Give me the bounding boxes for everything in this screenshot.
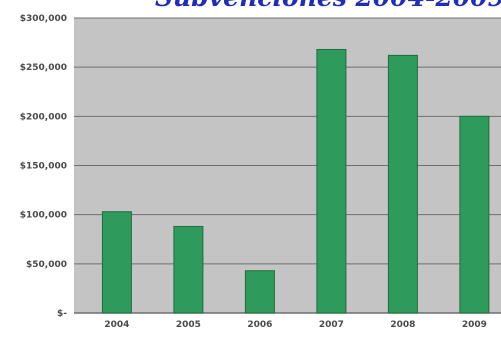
bar-2009 bbox=[459, 115, 490, 314]
y-tick-label: $- bbox=[57, 309, 67, 319]
bar-2008 bbox=[387, 54, 418, 314]
x-tick-label: 2005 bbox=[176, 320, 201, 330]
x-tick-label: 2007 bbox=[319, 320, 344, 330]
bar-2005 bbox=[173, 225, 204, 314]
y-tick-label: $300,000 bbox=[20, 14, 67, 24]
bar-2007 bbox=[316, 48, 347, 314]
gridlines bbox=[74, 17, 501, 314]
x-tick-label: 2008 bbox=[390, 320, 415, 330]
y-axis-tick-labels: $- $50,000 $100,000 $150,000 $200,000 $250,00… bbox=[20, 14, 68, 319]
y-tick-label: $250,000 bbox=[20, 63, 67, 73]
y-tick-label: $200,000 bbox=[20, 112, 67, 122]
y-tick-label: $50,000 bbox=[26, 260, 67, 270]
x-tick-label: 2006 bbox=[247, 320, 272, 330]
x-tick-label: 2009 bbox=[462, 320, 487, 330]
y-tick-label: $150,000 bbox=[20, 162, 67, 172]
bar-2006 bbox=[244, 270, 275, 314]
chart-title: Subvenciones 2004-2009 bbox=[155, 0, 501, 12]
bar-2004 bbox=[101, 211, 132, 314]
x-axis-tick-labels: 2004 2005 2006 2007 2008 2009 bbox=[104, 320, 487, 330]
y-tick-label: $100,000 bbox=[20, 211, 67, 221]
bars bbox=[101, 48, 490, 314]
x-tick-label: 2004 bbox=[104, 320, 129, 330]
